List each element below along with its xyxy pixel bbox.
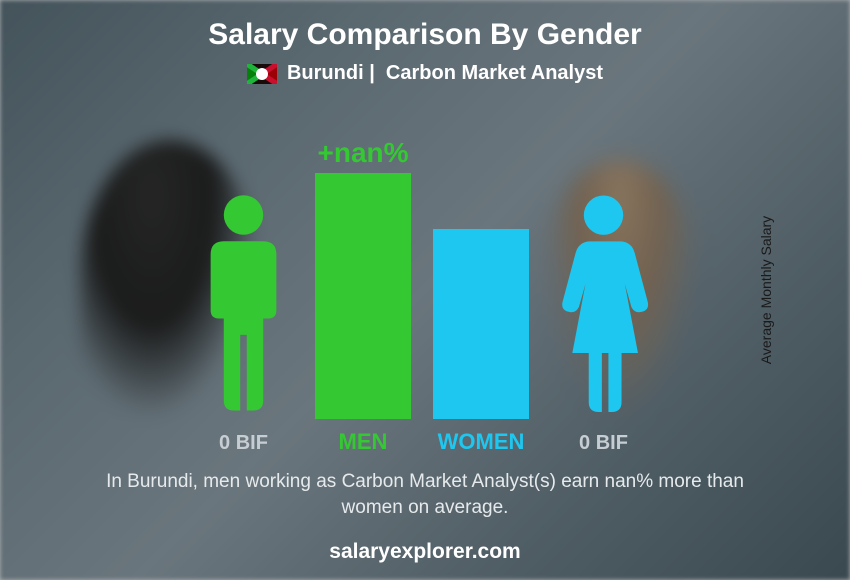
separator: | — [369, 62, 375, 84]
role-name: Carbon Market Analyst — [386, 62, 603, 84]
men-icon-col: 0 BIF — [194, 192, 293, 455]
women-bar — [433, 229, 529, 419]
summary-text: In Burundi, men working as Carbon Market… — [85, 469, 765, 522]
men-bar-col: +nan% MEN — [315, 137, 411, 455]
page-title: Salary Comparison By Gender — [208, 18, 641, 52]
pct-difference-label: +nan% — [317, 137, 408, 169]
footer-brand: salaryexplorer.com — [329, 540, 520, 564]
men-value: 0 BIF — [219, 432, 268, 455]
women-value: 0 BIF — [579, 432, 628, 455]
man-icon — [194, 192, 293, 422]
subtitle-text: Burundi | Carbon Market Analyst — [287, 62, 603, 85]
women-icon-col: 0 BIF — [551, 192, 656, 455]
women-bar-col: WOMEN — [433, 229, 529, 455]
burundi-flag-icon — [247, 64, 277, 84]
men-category-label: MEN — [339, 429, 388, 455]
country-name: Burundi — [287, 62, 364, 84]
women-category-label: WOMEN — [438, 429, 525, 455]
subtitle-row: Burundi | Carbon Market Analyst — [247, 62, 603, 85]
y-axis-label: Average Monthly Salary — [758, 216, 774, 364]
woman-icon — [551, 192, 656, 422]
infographic-content: Salary Comparison By Gender Burundi | Ca… — [0, 0, 850, 580]
chart-area: 0 BIF +nan% MEN WOMEN 0 BIF — [194, 99, 656, 463]
men-bar — [315, 173, 411, 419]
